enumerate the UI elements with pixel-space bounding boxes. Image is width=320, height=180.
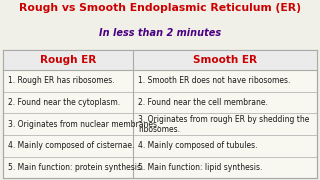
Text: 3. Originates from nuclear membranes.: 3. Originates from nuclear membranes.	[8, 120, 159, 129]
Text: Rough vs Smooth Endoplasmic Reticulum (ER): Rough vs Smooth Endoplasmic Reticulum (E…	[19, 3, 301, 13]
Text: 2. Found near the cytoplasm.: 2. Found near the cytoplasm.	[8, 98, 120, 107]
Text: 1. Smooth ER does not have ribosomes.: 1. Smooth ER does not have ribosomes.	[138, 76, 291, 86]
Text: 4. Mainly composed of tubules.: 4. Mainly composed of tubules.	[138, 141, 258, 150]
Bar	[3, 50, 317, 70]
Text: 5. Main function: lipid synthesis.: 5. Main function: lipid synthesis.	[138, 163, 262, 172]
Text: 4. Mainly composed of cisternae.: 4. Mainly composed of cisternae.	[8, 141, 134, 150]
Text: In less than 2 minutes: In less than 2 minutes	[99, 28, 221, 38]
Text: Rough ER: Rough ER	[40, 55, 96, 65]
Text: 5. Main function: protein synthesis.: 5. Main function: protein synthesis.	[8, 163, 143, 172]
Bar	[3, 50, 317, 178]
Text: 3. Originates from rough ER by shedding the
ribosomes.: 3. Originates from rough ER by shedding …	[138, 114, 309, 134]
Text: 1. Rough ER has ribosomes.: 1. Rough ER has ribosomes.	[8, 76, 115, 86]
Text: 2. Found near the cell membrane.: 2. Found near the cell membrane.	[138, 98, 268, 107]
Text: Smooth ER: Smooth ER	[193, 55, 257, 65]
